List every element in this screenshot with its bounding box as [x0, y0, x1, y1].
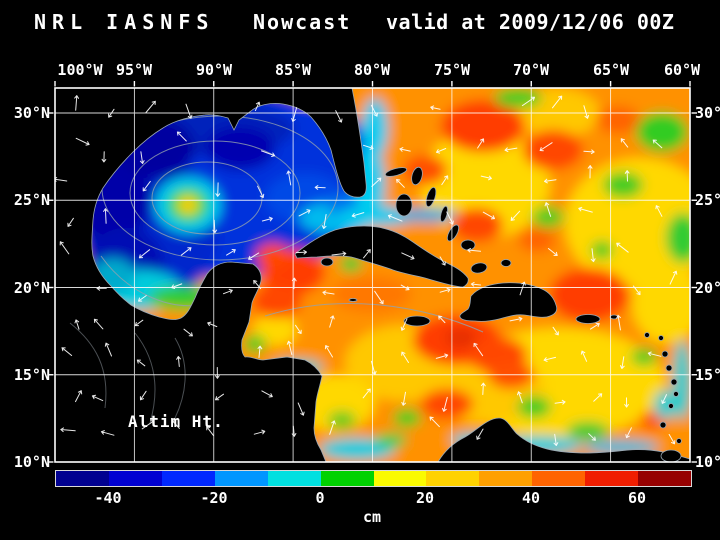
land-detail-lines: [69, 322, 186, 424]
lat-tick-label: 30°N: [13, 104, 50, 122]
island-bahamas: [500, 259, 512, 267]
island-bahamas: [425, 187, 437, 207]
colorbar-segment: [320, 471, 374, 486]
land-mainland: [55, 88, 367, 462]
lon-tick-label: 70°W: [512, 61, 550, 79]
island-bahamas: [440, 205, 448, 223]
island-antilles: [658, 335, 664, 341]
wind-vectors: [55, 95, 678, 446]
land: [55, 88, 690, 462]
product-title: Nowcast: [253, 10, 352, 34]
lat-tick-label: 30°N: [695, 104, 720, 122]
island-puerto-rico: [575, 314, 601, 324]
island-bahamas: [395, 193, 413, 217]
lat-tick-label: 10°N: [13, 453, 50, 471]
island-antilles: [673, 391, 679, 397]
island-antilles: [644, 332, 650, 338]
colorbar-segment: [479, 471, 533, 486]
lon-tick-label: 65°W: [592, 61, 630, 79]
valid-time: valid at 2009/12/06 00Z: [386, 10, 675, 34]
island-antilles: [670, 378, 678, 386]
lon-tick-label: 90°W: [195, 61, 233, 79]
island-antilles: [676, 438, 682, 444]
colorbar-segment: [56, 471, 109, 486]
graticule: [55, 88, 690, 462]
lon-tick-label: 100°W: [57, 61, 103, 79]
colorbar-segment: [532, 471, 586, 486]
island-antilles: [661, 350, 669, 358]
lat-tick-label: 10°N: [695, 453, 720, 471]
island-antilles: [665, 364, 673, 372]
island-cayman: [348, 298, 358, 302]
island-hispaniola: [459, 282, 558, 322]
lat-tick-label: 25°N: [695, 191, 720, 209]
island-bahamas: [460, 239, 476, 251]
colorbar-tick-label: -40: [94, 489, 122, 507]
lon-tick-label: 80°W: [353, 61, 391, 79]
island-bahamas: [384, 167, 408, 177]
island-antilles: [668, 403, 674, 409]
land-south-america: [437, 417, 690, 462]
colorbar-segment: [426, 471, 480, 486]
lat-tick-label: 15°N: [695, 366, 720, 384]
map-canvas: Altim Ht.: [48, 81, 697, 463]
colorbar-segment: [108, 471, 162, 486]
colorbar-segment: [267, 471, 321, 486]
map-border: [54, 87, 691, 463]
colorbar-units: cm: [362, 508, 382, 526]
lon-tick-label: 85°W: [274, 61, 312, 79]
island-cuba: [294, 225, 469, 288]
island-trinidad: [660, 449, 682, 462]
lon-tick-label: 60°W: [663, 61, 701, 79]
colorbar-tick-label: -20: [200, 489, 228, 507]
lat-tick-label: 20°N: [695, 279, 720, 297]
axis-ticks: [48, 81, 697, 463]
colorbar-segment: [373, 471, 427, 486]
colorbar: [55, 470, 692, 487]
island-isle-of-youth: [320, 257, 334, 267]
colorbar-tick-label: 60: [627, 489, 647, 507]
island-antilles: [659, 421, 667, 429]
island-bahamas: [446, 224, 460, 242]
colorbar-tick-label: 40: [521, 489, 541, 507]
lat-tick-label: 15°N: [13, 366, 50, 384]
lat-tick-label: 20°N: [13, 279, 50, 297]
lon-tick-label: 95°W: [115, 61, 153, 79]
lat-tick-label: 25°N: [13, 191, 50, 209]
field-label: Altim Ht.: [128, 412, 224, 431]
island-jamaica: [403, 315, 431, 327]
model-name: NRL IASNFS: [34, 10, 215, 34]
colorbar-segment: [161, 471, 215, 486]
colorbar-segment: [585, 471, 639, 486]
lon-tick-label: 75°W: [433, 61, 471, 79]
colorbar-tick-label: 20: [415, 489, 435, 507]
colorbar-segment: [638, 471, 692, 486]
colorbar-tick-label: 0: [315, 489, 325, 507]
island-bahamas: [470, 262, 488, 274]
island-bahamas: [411, 166, 423, 186]
colorbar-segment: [214, 471, 268, 486]
